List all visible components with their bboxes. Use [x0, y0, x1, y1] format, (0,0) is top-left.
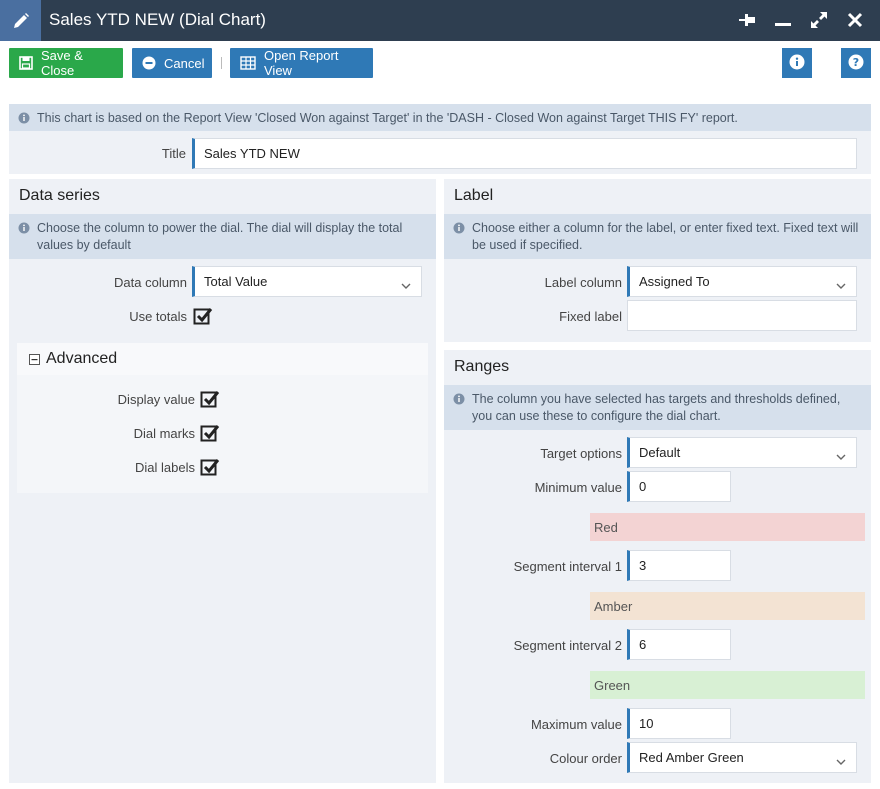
label-column-label: Label column: [544, 275, 622, 290]
display-value-label: Display value: [117, 392, 195, 407]
amber-band-label: Amber: [594, 598, 633, 614]
info-icon: [789, 54, 805, 73]
label-column-value: Assigned To: [639, 274, 710, 289]
info-circle-icon: [18, 112, 30, 129]
chevron-down-icon: [836, 754, 846, 769]
label-info-text: Choose either a column for the label, or…: [472, 221, 859, 252]
question-icon: ?: [848, 54, 864, 73]
title-label: Title: [161, 146, 186, 161]
pencil-icon[interactable]: [0, 0, 41, 41]
dial-labels-label: Dial labels: [135, 460, 195, 475]
use-totals-label: Use totals: [129, 309, 187, 324]
save-close-button[interactable]: Save & Close: [9, 48, 123, 78]
advanced-heading: Advanced: [46, 350, 118, 367]
table-icon: [240, 56, 256, 70]
chevron-down-icon: [836, 449, 846, 464]
cancel-label: Cancel: [164, 55, 205, 71]
maximum-value: 10: [639, 716, 654, 731]
advanced-header[interactable]: [17, 343, 428, 375]
fixed-label-input[interactable]: [627, 300, 857, 331]
chart-info-banner: This chart is based on the Report View '…: [9, 104, 871, 131]
red-band: Red: [590, 513, 865, 541]
segment-interval-2-label: Segment interval 2: [513, 638, 622, 653]
close-icon[interactable]: [843, 8, 867, 32]
minimum-value-input[interactable]: 0: [627, 471, 731, 502]
segment-interval-2-input[interactable]: 6: [627, 629, 731, 660]
minimum-value: 0: [639, 479, 647, 494]
maximum-value-label: Maximum value: [530, 717, 622, 732]
chart-info-text: This chart is based on the Report View '…: [37, 111, 738, 125]
green-band-label: Green: [594, 677, 631, 693]
info-circle-icon: [453, 222, 465, 239]
title-input-value: Sales YTD NEW: [204, 146, 300, 161]
dial-marks-checkbox[interactable]: [200, 423, 220, 443]
green-band: Green: [590, 671, 865, 699]
expand-icon[interactable]: [807, 8, 831, 32]
maximum-value-input[interactable]: 10: [627, 708, 731, 739]
label-heading: Label: [454, 187, 494, 204]
help-button[interactable]: ?: [841, 48, 871, 78]
collapse-icon[interactable]: [29, 353, 40, 365]
data-series-heading: Data series: [19, 187, 100, 204]
window-title: Sales YTD NEW (Dial Chart): [49, 10, 266, 29]
open-report-view-label: Open Report View: [264, 48, 339, 78]
dial-marks-label: Dial marks: [133, 426, 195, 441]
open-report-view-button[interactable]: Open Report View: [230, 48, 373, 78]
colour-order-label: Colour order: [549, 751, 622, 766]
chevron-down-icon: [401, 278, 411, 293]
data-column-label: Data column: [114, 275, 187, 290]
pin-icon[interactable]: [736, 8, 760, 32]
label-column-select[interactable]: Assigned To: [627, 266, 857, 297]
ranges-heading: Ranges: [454, 358, 510, 375]
minus-circle-icon: [142, 56, 156, 70]
segment-interval-1-label: Segment interval 1: [513, 559, 622, 574]
target-options-value: Default: [639, 445, 681, 460]
title-input[interactable]: Sales YTD NEW: [192, 138, 857, 169]
red-band-label: Red: [594, 519, 618, 535]
fixed-label-label: Fixed label: [559, 309, 622, 324]
segment-interval-2-value: 6: [639, 637, 647, 652]
info-circle-icon: [18, 222, 30, 239]
data-series-info: Choose the column to power the dial. The…: [9, 214, 436, 259]
chevron-down-icon: [836, 278, 846, 293]
data-column-value: Total Value: [204, 274, 268, 289]
target-options-select[interactable]: Default: [627, 437, 857, 468]
info-circle-icon: [453, 393, 465, 410]
amber-band: Amber: [590, 592, 865, 620]
segment-interval-1-input[interactable]: 3: [627, 550, 731, 581]
use-totals-checkbox[interactable]: [193, 306, 213, 326]
ranges-info-text: The column you have selected has targets…: [472, 392, 841, 423]
dial-labels-checkbox[interactable]: [200, 457, 220, 477]
svg-text:?: ?: [853, 56, 859, 69]
colour-order-value: Red Amber Green: [639, 750, 744, 765]
target-options-label: Target options: [540, 446, 622, 461]
minimize-icon[interactable]: [771, 8, 795, 32]
toolbar: Save & Close Cancel Open Report View ?: [0, 41, 880, 96]
label-info: Choose either a column for the label, or…: [444, 214, 871, 259]
display-value-checkbox[interactable]: [200, 389, 220, 409]
save-close-label: Save & Close: [41, 48, 83, 78]
data-series-info-text: Choose the column to power the dial. The…: [37, 221, 403, 252]
cancel-button[interactable]: Cancel: [132, 48, 212, 78]
minimum-value-label: Minimum value: [534, 480, 622, 495]
colour-order-select[interactable]: Red Amber Green: [627, 742, 857, 773]
save-icon: [19, 56, 33, 70]
data-column-select[interactable]: Total Value: [192, 266, 422, 297]
window-titlebar: Sales YTD NEW (Dial Chart): [0, 0, 880, 41]
ranges-info: The column you have selected has targets…: [444, 385, 871, 430]
info-button[interactable]: [782, 48, 812, 78]
segment-interval-1-value: 3: [639, 558, 647, 573]
toolbar-divider: [221, 57, 222, 69]
